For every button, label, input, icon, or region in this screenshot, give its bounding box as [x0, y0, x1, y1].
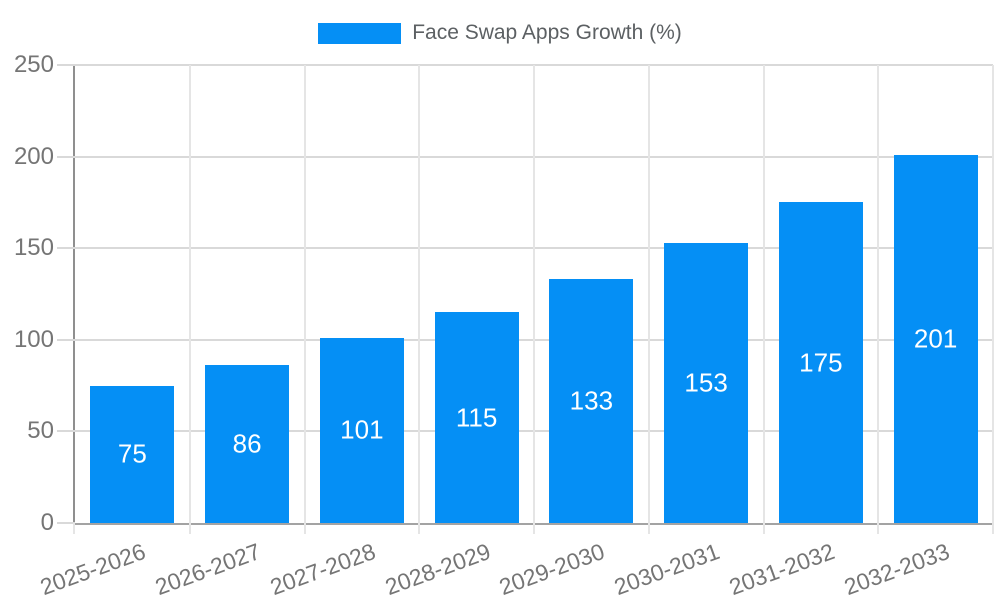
- bar-2028-2029[interactable]: 115: [434, 312, 519, 523]
- bar-value-label: 75: [117, 438, 147, 469]
- gridline-x: [188, 65, 191, 523]
- x-axis-tick: [877, 523, 880, 534]
- x-axis-tick: [762, 523, 765, 534]
- y-axis-tick: [57, 430, 75, 433]
- x-axis-tick: [188, 523, 191, 534]
- gridline-x: [533, 65, 535, 523]
- bar-value-label: 115: [455, 402, 498, 433]
- gridline-x: [418, 65, 421, 523]
- y-axis-tick: [57, 522, 75, 524]
- x-axis-tick: [73, 523, 75, 534]
- y-axis-label: 50: [27, 417, 54, 445]
- x-axis-tick: [647, 523, 650, 534]
- gridline-x: [647, 65, 650, 523]
- bar-value-label: 153: [684, 367, 728, 398]
- legend[interactable]: Face Swap Apps Growth (%): [0, 20, 1000, 46]
- y-axis-tick: [57, 64, 75, 66]
- y-axis-label: 100: [13, 325, 54, 353]
- bar-value-label: 86: [232, 428, 262, 459]
- bar-value-label: 133: [569, 385, 614, 416]
- bar-2029-2030[interactable]: 133: [549, 279, 634, 523]
- bar-2026-2027[interactable]: 86: [205, 365, 290, 523]
- plot-area: 0 50 100 150 200 250 75 2025-2026 86 2026-2027 101…: [14, 51, 994, 600]
- bar-value-label: 101: [340, 414, 384, 445]
- x-axis-tick: [992, 523, 994, 534]
- x-axis-tick: [303, 523, 306, 534]
- y-axis-label: 0: [40, 509, 54, 536]
- x-axis-tick: [418, 523, 421, 534]
- y-axis-label: 200: [13, 142, 54, 170]
- y-axis-tick: [57, 247, 75, 250]
- bar-2032-2033[interactable]: 201: [893, 154, 978, 523]
- bar-value-label: 175: [799, 347, 843, 378]
- bar-value-label: 201: [913, 323, 958, 354]
- bar-2031-2032[interactable]: 175: [778, 202, 863, 523]
- y-axis-tick: [57, 155, 75, 158]
- y-axis-tick: [57, 338, 75, 341]
- x-axis-tick: [533, 523, 535, 534]
- y-axis-label: 250: [13, 51, 54, 78]
- gridline-x: [303, 65, 306, 523]
- bar-2030-2031[interactable]: 153: [664, 242, 749, 523]
- y-axis-line: [73, 65, 75, 523]
- bar-2027-2028[interactable]: 101: [319, 337, 404, 523]
- legend-swatch-icon: [318, 22, 402, 44]
- bar-2025-2026[interactable]: 75: [90, 385, 175, 523]
- gridline-x: [992, 65, 994, 523]
- gridline-x: [877, 65, 880, 523]
- gridline-x: [762, 65, 765, 523]
- legend-label: Face Swap Apps Growth (%): [412, 21, 682, 44]
- y-axis-label: 150: [13, 234, 54, 262]
